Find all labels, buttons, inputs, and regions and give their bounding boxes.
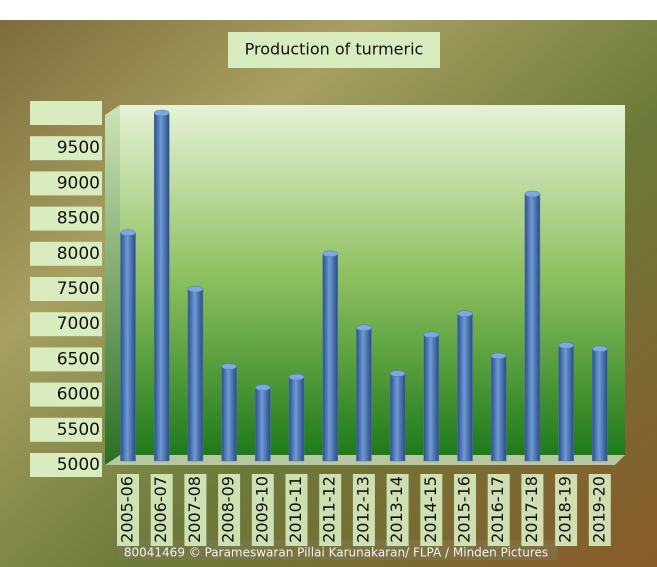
bar-cap <box>592 345 608 353</box>
bar-cap <box>120 229 136 236</box>
bar <box>288 376 305 462</box>
bar <box>558 345 574 462</box>
x-tick-label-box <box>487 474 510 546</box>
x-tick-label-box <box>251 474 274 546</box>
x-tick-label: 2014-15 <box>421 476 440 543</box>
bar-cap <box>356 324 372 331</box>
x-tick-label-box <box>150 474 173 546</box>
y-tick-label: 7000 <box>57 314 100 334</box>
title-box <box>228 32 440 68</box>
bar <box>187 288 204 462</box>
bar <box>255 387 271 462</box>
x-tick-label: 2019-20 <box>589 476 608 543</box>
bar <box>524 193 541 462</box>
y-tick-label-box <box>30 312 102 337</box>
bar-cap <box>221 363 237 370</box>
x-tick-label: 2008-09 <box>219 476 238 543</box>
x-tick-label-box <box>319 474 342 546</box>
x-tick-label-box <box>588 474 611 546</box>
y-tick-label-box <box>30 136 102 161</box>
x-tick-label-box <box>386 474 409 546</box>
bar-cap <box>389 370 406 377</box>
bar <box>423 334 440 462</box>
bar <box>153 112 170 462</box>
x-tick-label-box <box>285 474 308 546</box>
bar <box>322 253 338 462</box>
chart-title: Production of turmeric <box>245 40 424 59</box>
top-strip <box>0 0 657 20</box>
x-tick-label-box <box>117 474 139 546</box>
y-tick-label: 8500 <box>57 209 100 229</box>
y-tick-label: 6500 <box>57 349 100 369</box>
bar <box>490 355 507 462</box>
x-tick-label: 2016-17 <box>488 476 507 543</box>
y-tick-label: 6000 <box>57 385 100 405</box>
bar <box>221 366 237 462</box>
bar <box>120 232 136 462</box>
bar-cap <box>457 310 473 317</box>
x-tick-label: 2011-12 <box>320 476 339 543</box>
bar-cap <box>288 373 305 381</box>
y-tick-label-box <box>30 171 102 196</box>
x-tick-label-box <box>521 474 544 546</box>
x-tick-label: 2013-14 <box>387 476 406 543</box>
bar-cap <box>255 384 271 391</box>
x-tick-label-box <box>218 474 241 546</box>
bar <box>389 373 406 462</box>
y-tick-label: 5000 <box>57 455 100 475</box>
bar-cap <box>524 190 541 198</box>
bar-cap <box>153 109 170 117</box>
x-tick-label: 2012-13 <box>353 476 372 543</box>
bar <box>356 327 372 462</box>
x-tick-label-box <box>454 474 476 546</box>
x-tick-label-box <box>184 474 207 546</box>
bar-cap <box>322 250 338 258</box>
y-tick-label: 5500 <box>57 420 100 440</box>
plot-back-wall <box>120 105 625 455</box>
photo-credit: 80041469 © Parameswaran Pillai Karunakar… <box>124 546 548 560</box>
y-tick-label: 9500 <box>57 138 100 158</box>
x-tick-label: 2017-18 <box>522 476 541 543</box>
bar-cap <box>558 342 574 349</box>
y-tick-label-box <box>30 277 102 301</box>
y-tick-label: 8000 <box>57 244 100 264</box>
y-tick-label-box <box>30 347 102 372</box>
y-tick-label-box <box>30 101 102 125</box>
x-tick-label-box <box>420 474 443 546</box>
x-tick-label: 2018-19 <box>556 476 575 543</box>
x-tick-label: 2005-06 <box>118 476 137 543</box>
y-tick-label-box <box>30 453 102 477</box>
y-tick-label-box <box>30 241 102 266</box>
x-tick-label: 2007-08 <box>185 476 204 543</box>
y-tick-label-box <box>30 417 102 442</box>
x-tick-label: 2015-16 <box>455 476 474 543</box>
bar-cap <box>423 331 440 339</box>
x-tick-label: 2006-07 <box>151 476 170 543</box>
y-tick-label-box <box>30 206 102 231</box>
y-tick-label: 9000 <box>57 173 100 193</box>
bar-cap <box>490 352 507 360</box>
bar <box>457 313 473 462</box>
bar <box>592 348 608 462</box>
x-tick-label-box <box>352 474 375 546</box>
bar-cap <box>187 285 204 293</box>
x-tick-label: 2009-10 <box>252 476 271 543</box>
y-tick-label-box <box>30 382 102 407</box>
x-tick-label: 2010-11 <box>286 476 305 543</box>
x-tick-label-box <box>555 474 578 546</box>
y-tick-label: 7500 <box>57 279 100 299</box>
